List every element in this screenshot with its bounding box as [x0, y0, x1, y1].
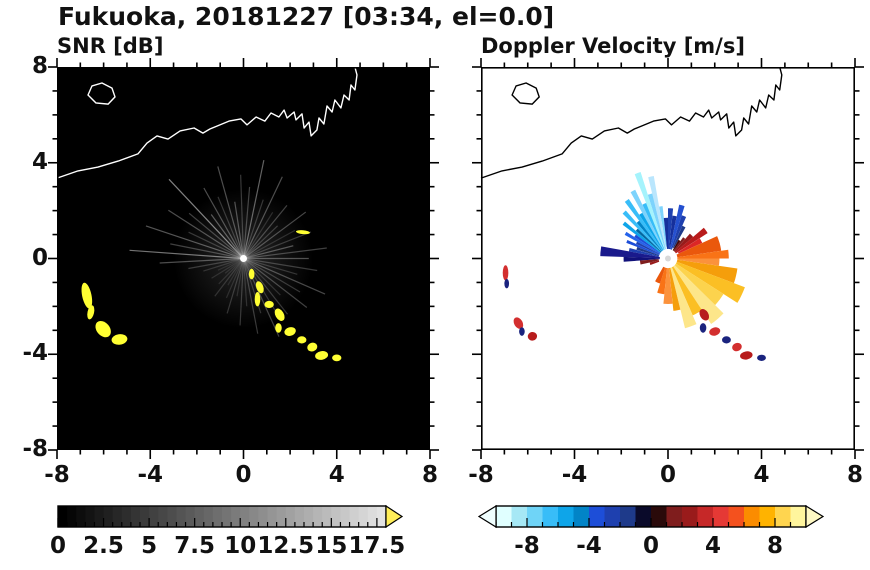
snr-colorbar [57, 504, 404, 529]
y-tick-label: -4 [22, 340, 48, 367]
colorbar-tick-label: -4 [576, 533, 602, 559]
y-tick-label: 8 [31, 52, 48, 79]
y-tick-label: 0 [31, 244, 48, 271]
colorbar-tick-label: 15 [315, 533, 348, 559]
snr-panel-title: SNR [dB] [57, 34, 164, 58]
y-tick-label: -8 [22, 435, 48, 462]
colorbar-tick-label: 7.5 [174, 533, 216, 559]
x-tick-label: 0 [659, 462, 677, 488]
x-tick-label: -8 [44, 462, 70, 488]
colorbar-tick-label: 2.5 [83, 533, 124, 559]
x-tick-label: 0 [235, 462, 252, 488]
x-tick-label: -4 [561, 462, 588, 488]
doppler-colorbar [477, 504, 825, 529]
colorbar-tick-label: 0 [49, 533, 67, 559]
x-tick-label: -8 [468, 462, 494, 488]
y-tick-label: 4 [31, 148, 48, 175]
figure-title: Fukuoka, 20181227 [03:34, el=0.0] [58, 2, 555, 31]
colorbar-tick-label: 4 [704, 533, 722, 559]
colorbar-tick-label: 5 [141, 533, 158, 559]
colorbar-tick-label: 0 [642, 533, 660, 559]
x-tick-label: 8 [421, 462, 439, 488]
doppler-plot [472, 58, 864, 459]
x-tick-label: -4 [137, 462, 164, 488]
colorbar-tick-label: 12.5 [257, 533, 315, 559]
colorbar-tick-label: 8 [766, 533, 784, 559]
colorbar-tick-label: -8 [514, 533, 540, 559]
colorbar-tick-label: 10 [224, 533, 257, 559]
x-tick-label: 8 [846, 462, 864, 488]
colorbar-tick-label: 17.5 [348, 533, 406, 559]
snr-plot [48, 58, 439, 459]
doppler-panel-title: Doppler Velocity [m/s] [481, 34, 745, 58]
x-tick-label: 4 [753, 462, 770, 488]
x-tick-label: 4 [328, 462, 345, 488]
